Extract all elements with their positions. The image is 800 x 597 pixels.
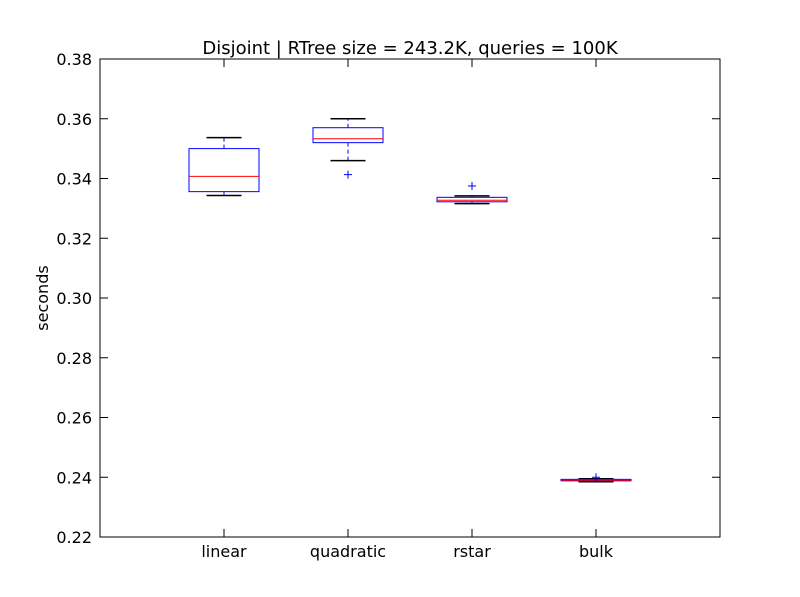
x-tick-label-linear: linear xyxy=(201,542,247,561)
box-quadratic xyxy=(312,127,384,144)
box-rstar xyxy=(436,196,508,203)
y-tick-label: 0.32 xyxy=(56,229,92,248)
x-tick-label-bulk: bulk xyxy=(579,542,614,561)
y-tick-label: 0.36 xyxy=(56,110,92,129)
y-tick-label: 0.24 xyxy=(56,468,92,487)
x-tick-label-rstar: rstar xyxy=(453,542,491,561)
x-tick-label-quadratic: quadratic xyxy=(310,542,386,561)
axes-frame xyxy=(99,58,721,538)
y-tick-label: 0.22 xyxy=(56,528,92,547)
y-tick-label: 0.28 xyxy=(56,349,92,368)
plot-area: 0.22 0.24 0.26 0.28 0.30 0.32 0.34 0.36 0.38 line… xyxy=(56,50,721,561)
y-axis-label: seconds xyxy=(33,265,52,330)
box-linear xyxy=(188,148,260,193)
chart-title: Disjoint | RTree size = 243.2K, queries … xyxy=(202,38,618,59)
y-tick-label: 0.34 xyxy=(56,170,92,189)
y-tick-label: 0.30 xyxy=(56,289,92,308)
y-tick-label: 0.38 xyxy=(56,50,92,69)
y-tick-label: 0.26 xyxy=(56,409,92,428)
